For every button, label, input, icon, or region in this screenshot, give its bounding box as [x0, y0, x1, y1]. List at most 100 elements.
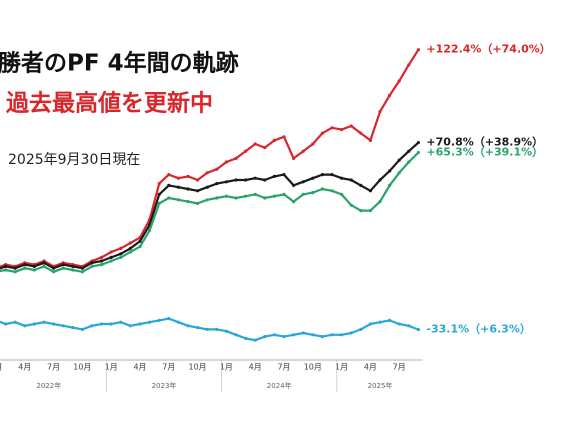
x-tick-label: 10月 [189, 363, 207, 372]
x-tick-label: 1月 [105, 363, 118, 372]
series-point [32, 322, 37, 326]
series-point [157, 182, 161, 186]
series-point [292, 156, 296, 160]
series-point [330, 189, 334, 193]
series-point [368, 138, 372, 142]
series-point [186, 324, 190, 328]
x-tick-label: 7月 [162, 363, 175, 372]
series-point [311, 176, 315, 180]
series-point [224, 180, 228, 184]
series-point [128, 246, 132, 250]
series-point [388, 93, 392, 97]
series-point [359, 183, 363, 187]
series-point [13, 266, 17, 270]
x-tick-label: 1月 [0, 363, 3, 372]
series-point [205, 171, 209, 175]
series-point [282, 135, 286, 139]
series-point [282, 192, 286, 196]
series-point [330, 126, 334, 130]
series-point [340, 176, 344, 180]
series-point [148, 320, 152, 324]
series-point [80, 327, 84, 331]
series-point [359, 327, 363, 331]
series-point [23, 263, 27, 267]
series-point [176, 320, 180, 324]
series-point [176, 198, 180, 202]
series-point [349, 178, 353, 182]
series-point [272, 194, 276, 198]
series-point [368, 189, 372, 193]
series-point [176, 185, 180, 189]
series-point [234, 178, 238, 182]
series-point [407, 149, 411, 153]
series-point [119, 252, 123, 256]
x-tick-label: 7月 [393, 363, 406, 372]
series-point [330, 173, 334, 177]
series-point [378, 200, 382, 204]
series-point [215, 196, 219, 200]
series-point [32, 268, 37, 272]
series-point [388, 318, 392, 322]
series-point [61, 266, 65, 270]
series-point [80, 270, 84, 274]
series-line [0, 151, 420, 273]
series-point [157, 201, 161, 205]
series-point [119, 320, 123, 324]
series-point [224, 160, 228, 164]
series-point [416, 48, 420, 52]
series-point [196, 189, 200, 193]
series-point [157, 192, 161, 196]
series-point [282, 335, 286, 339]
x-group-label: 2023年 [152, 381, 177, 390]
series-point [167, 196, 171, 200]
series-point [397, 171, 401, 175]
series-point [13, 320, 17, 324]
x-tick-label: 4月 [249, 363, 262, 372]
series-point [23, 324, 27, 328]
x-group-label: 2022年 [36, 381, 61, 390]
series-point [253, 142, 257, 146]
date-note: 2025年9月30日現在 [8, 152, 140, 168]
series-point [90, 264, 94, 268]
series-point [100, 255, 104, 259]
series-point [397, 158, 401, 162]
series-point [311, 333, 315, 337]
series-point [292, 333, 296, 337]
series-point [378, 178, 382, 182]
series-point [272, 333, 276, 337]
series-point [119, 246, 123, 250]
x-tick-label: 1月 [220, 363, 233, 372]
end-label: +70.8%（+38.9%） [426, 136, 543, 149]
series-point [4, 322, 8, 326]
series-point [196, 178, 200, 182]
series-point [340, 333, 344, 337]
x-tick-label: 10月 [73, 363, 91, 372]
series-point [368, 322, 372, 326]
series-point [71, 268, 75, 272]
series-point [320, 335, 324, 339]
series-point [4, 264, 8, 268]
series-point [52, 270, 56, 274]
series-point [224, 329, 228, 333]
x-tick-label: 1月 [335, 363, 348, 372]
series-point [311, 191, 315, 195]
series-point [349, 203, 353, 207]
series-point [215, 167, 219, 171]
series-point [109, 255, 113, 259]
series-point [301, 180, 305, 184]
series-point [407, 63, 411, 67]
x-tick-label: 4月 [364, 363, 377, 372]
series-point [71, 264, 75, 268]
end-label: +65.3%（+39.1%） [426, 145, 543, 158]
x-tick-label: 7月 [47, 363, 60, 372]
series-point [359, 131, 363, 135]
end-label: -33.1%（+6.3%） [426, 323, 530, 336]
series-point [397, 79, 401, 83]
series-point [320, 131, 324, 135]
series-line [0, 317, 419, 342]
series-point [205, 327, 209, 331]
series-point [138, 322, 142, 326]
series-point [416, 327, 420, 332]
series-point [263, 146, 267, 150]
